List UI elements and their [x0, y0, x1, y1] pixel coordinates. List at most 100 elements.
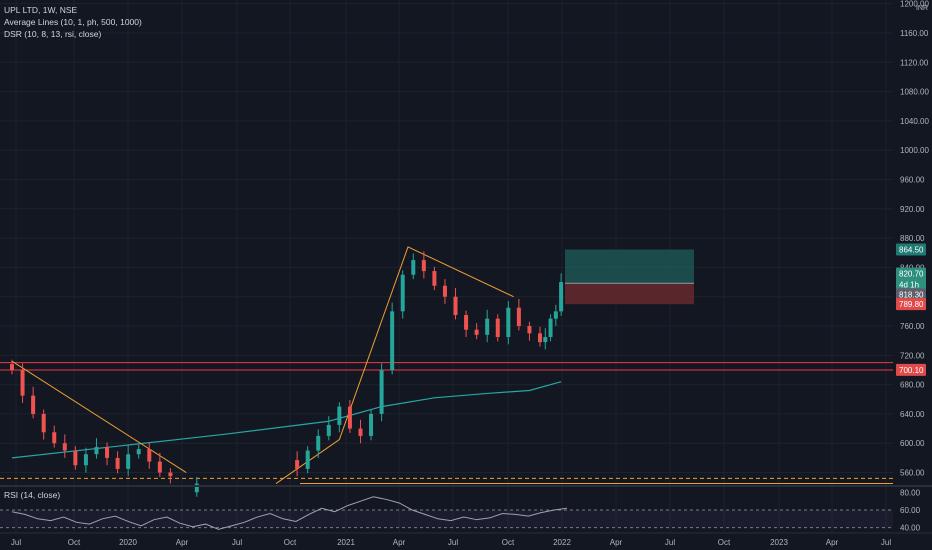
- candle-body: [379, 369, 384, 414]
- candle-body: [157, 461, 162, 473]
- candle-body: [464, 315, 469, 330]
- indicator-dsr[interactable]: DSR (10, 8, 13, rsi, close): [4, 29, 102, 39]
- price-tick-label: 1160.00: [900, 29, 929, 38]
- currency-label: INR: [915, 5, 928, 12]
- price-tag-countdown: 4d 1h: [899, 281, 919, 290]
- candle-body: [485, 318, 490, 335]
- price-tick-label: 600.00: [900, 439, 925, 448]
- price-tag-last-bg: [896, 267, 926, 280]
- candle-body: [506, 307, 511, 338]
- time-tick-label: Oct: [68, 538, 81, 547]
- rsi-tick-label: 40.00: [900, 524, 921, 533]
- price-tick-label: 640.00: [900, 410, 925, 419]
- candle-body: [337, 406, 342, 425]
- rsi-line: [11, 496, 568, 530]
- time-tick-label: 2020: [119, 538, 137, 547]
- candle-body: [390, 311, 395, 370]
- candle-body: [326, 424, 331, 436]
- candle-body: [553, 311, 558, 319]
- candle-body: [295, 460, 300, 469]
- rsi-legend[interactable]: RSI (14, close): [4, 490, 61, 500]
- time-tick-label: Jul: [232, 538, 242, 547]
- candle-body: [168, 472, 173, 477]
- time-tick-label: Jul: [11, 538, 21, 547]
- candle-body: [421, 260, 426, 272]
- price-tick-label: 960.00: [900, 175, 925, 184]
- candle-body: [432, 271, 437, 286]
- candle-body: [194, 483, 199, 493]
- symbol-label[interactable]: UPL LTD, 1W, NSE: [4, 5, 78, 15]
- candle-body: [442, 285, 447, 297]
- moving-average-line: [11, 381, 562, 459]
- price-tag-entry-bg: [896, 288, 926, 301]
- time-tick-label: Apr: [393, 538, 406, 547]
- candle-body: [10, 364, 14, 370]
- price-tick-label: 1080.00: [900, 88, 929, 97]
- candle-body: [400, 274, 405, 312]
- price-tag-target: 864.50: [899, 245, 924, 254]
- candle-body: [538, 333, 542, 343]
- candle-body: [83, 454, 88, 466]
- candle-body: [20, 369, 25, 396]
- time-tick-label: Apr: [826, 538, 839, 547]
- target-zone: [565, 249, 694, 284]
- time-tick-label: 2023: [770, 538, 788, 547]
- price-tag-support: 700.10: [899, 366, 924, 375]
- candle-body: [136, 449, 141, 455]
- time-tick-label: Jul: [448, 538, 458, 547]
- candle-body: [31, 395, 36, 414]
- candle-body: [52, 432, 57, 444]
- rsi-band-fill: [0, 510, 893, 528]
- time-tick-label: 2021: [337, 538, 355, 547]
- candle-body: [369, 413, 374, 436]
- price-tick-label: 920.00: [900, 205, 925, 214]
- candle-body: [543, 337, 548, 343]
- candle-body: [62, 443, 67, 451]
- price-tag-target-bg: [896, 243, 926, 256]
- price-tick-label: 760.00: [900, 322, 925, 331]
- time-tick-label: Apr: [176, 538, 189, 547]
- price-tick-label: 880.00: [900, 234, 925, 243]
- candle-body: [411, 260, 416, 275]
- rsi-tick-label: 80.00: [900, 488, 921, 497]
- price-tick-label: 1200.00: [900, 0, 929, 9]
- price-tick-label: 680.00: [900, 381, 925, 390]
- time-tick-label: Apr: [610, 538, 623, 547]
- candle-body: [126, 454, 131, 469]
- time-tick-label: Jul: [881, 538, 891, 547]
- candle-body: [474, 329, 479, 335]
- candle-body: [41, 413, 46, 433]
- price-tag-last: 820.70: [899, 270, 924, 279]
- candle-body: [516, 307, 521, 327]
- price-tag-countdown-bg: [896, 278, 926, 291]
- price-tick-label: 720.00: [900, 351, 925, 360]
- candle-body: [495, 318, 500, 338]
- price-tick-label: 1000.00: [900, 146, 929, 155]
- stop-zone: [565, 283, 694, 305]
- candle-body: [358, 428, 363, 436]
- candle-body: [453, 296, 458, 316]
- price-tag-stop: 789.80: [899, 300, 924, 309]
- candle-body: [73, 450, 78, 466]
- pattern-line: [275, 246, 514, 484]
- candle-body: [94, 446, 99, 455]
- chart-legend: UPL LTD, 1W, NSE Average Lines (10, 1, p…: [4, 4, 142, 40]
- candle-body: [115, 457, 120, 469]
- price-tag-stop-bg: [896, 298, 926, 311]
- indicator-average-lines[interactable]: Average Lines (10, 1, ph, 500, 1000): [4, 17, 142, 27]
- candle-body: [305, 450, 310, 469]
- time-tick-label: Jul: [665, 538, 675, 547]
- candle-body: [316, 435, 321, 451]
- candle-body: [548, 318, 553, 338]
- price-tag-entry: 818.30: [899, 290, 924, 299]
- price-tag-support-bg: [896, 363, 926, 376]
- time-tick-label: Oct: [502, 538, 515, 547]
- candle-body: [147, 449, 152, 462]
- price-tick-label: 1040.00: [900, 117, 929, 126]
- candle-body: [559, 282, 564, 312]
- pattern-line: [11, 360, 187, 473]
- price-tick-label: 1120.00: [900, 58, 929, 67]
- time-tick-label: 2022: [553, 538, 571, 547]
- candle-body: [105, 446, 110, 458]
